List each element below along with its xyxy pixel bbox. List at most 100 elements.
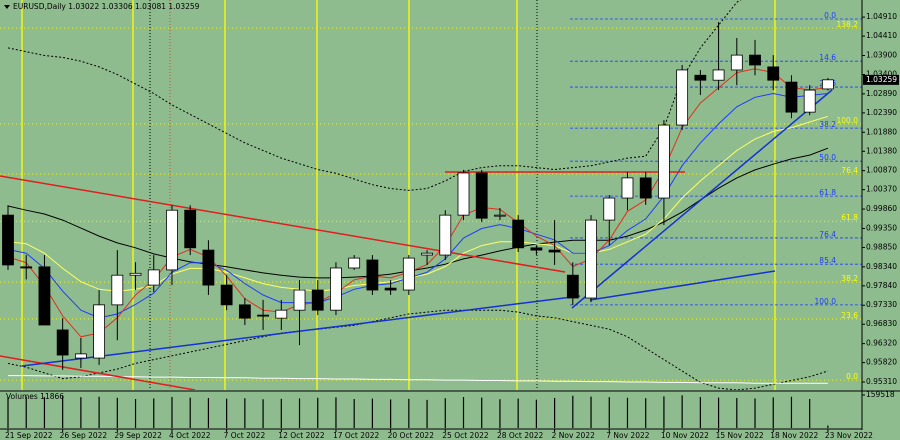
y-tick-label: 0.98340 [866, 262, 897, 271]
candle-body [712, 69, 725, 81]
indicator-line [7, 147, 829, 279]
x-tick-label: 4 Oct 2022 [169, 431, 211, 440]
candle-body [384, 287, 397, 291]
candle-body [311, 289, 324, 311]
candle-body [621, 177, 634, 199]
candle-body [749, 54, 761, 66]
candle-body [694, 74, 707, 81]
fib-label: 61.8 [819, 188, 836, 197]
trend-line [0, 175, 566, 273]
candle-body [129, 272, 142, 276]
candle-body [767, 66, 780, 81]
y-tick-label: 0.97840 [866, 281, 897, 290]
candle-body [402, 257, 415, 291]
trend-line [571, 89, 833, 309]
candle-body [20, 266, 33, 269]
fib-label: 23.6 [841, 311, 858, 320]
y-tick-label: 1.00870 [866, 166, 897, 175]
fib-label: 61.8 [841, 213, 858, 222]
y-tick-label: 1.03400 [866, 70, 897, 79]
candle-body [439, 214, 452, 256]
candle-body [74, 353, 87, 359]
y-tick-label: 0.96830 [866, 319, 897, 328]
candle-body [147, 269, 160, 286]
candle-body [457, 172, 470, 216]
x-tick-label: 7 Nov 2022 [606, 431, 649, 440]
y-tick-label: 0.98850 [866, 242, 897, 251]
candle-body [475, 172, 488, 219]
y-tick-label: 0.97330 [866, 300, 897, 309]
fib-label: 76.4 [819, 230, 836, 239]
candle-body [111, 274, 124, 306]
fib-label: 0.0 [824, 11, 836, 20]
fib-label: 14.6 [819, 53, 836, 62]
trend-line [21, 295, 581, 367]
candle-body [730, 54, 743, 71]
y-tick-label: 1.02890 [866, 89, 897, 98]
y-tick-label: 1.04910 [866, 12, 897, 21]
last-price-box [863, 74, 899, 85]
volume-tick-label: 159518 [866, 390, 895, 399]
fib-label: 38.2 [819, 120, 836, 129]
fib-label: 100.0 [815, 297, 837, 306]
y-tick-label: 1.02390 [866, 108, 897, 117]
candle-body [348, 257, 361, 269]
volume-panel: 159518 [7, 390, 895, 428]
fib-label: 100.0 [837, 116, 859, 125]
candle-body [494, 214, 506, 217]
y-tick-label: 0.95310 [866, 377, 897, 386]
fib-label: 38.2 [841, 274, 858, 283]
candle-body [184, 209, 197, 249]
indicator-line [7, 309, 829, 390]
candle-body [803, 89, 816, 113]
candle-body [676, 69, 689, 126]
candle-body [202, 249, 215, 286]
fib-label: 138.2 [837, 20, 859, 29]
y-tick-label: 1.00370 [866, 185, 897, 194]
menu-icon [4, 5, 10, 9]
y-tick-label: 0.99350 [866, 223, 897, 232]
y-tick-label: 0.99860 [866, 204, 897, 213]
volume-title: Volumes 11866 [6, 392, 64, 401]
y-tick-label: 1.01880 [866, 127, 897, 136]
candle-body [257, 314, 269, 317]
indicator-line [8, 375, 828, 384]
fib-label: 85.4 [819, 256, 836, 265]
candle-body [220, 284, 233, 306]
candle-body [421, 252, 433, 256]
y-tick-label: 0.96320 [866, 339, 897, 348]
last-price-label: 1.03259 [866, 75, 897, 84]
indicator-line [7, 92, 828, 319]
x-tick-label: 10 Nov 2022 [661, 431, 709, 440]
candle-body [785, 81, 798, 113]
y-tick-label: 1.04410 [866, 31, 897, 40]
x-tick-label: 7 Oct 2022 [224, 431, 266, 440]
indicator-layer [7, 0, 829, 390]
candles [2, 22, 834, 370]
indicator-line [7, 68, 828, 338]
candle-body [548, 249, 561, 253]
trend-line [589, 270, 776, 301]
trend-line [0, 355, 196, 390]
candle-body [330, 267, 342, 311]
candle-body [366, 259, 379, 291]
y-tick-label: 1.01380 [866, 146, 897, 155]
candle-body [166, 209, 178, 271]
candle-body [566, 274, 579, 299]
x-tick-label: 25 Oct 2022 [442, 431, 489, 440]
x-tick-label: 26 Sep 2022 [60, 431, 108, 440]
candle-body [275, 309, 288, 319]
fib-label: 50.0 [819, 153, 836, 162]
x-tick-label: 20 Oct 2022 [388, 431, 435, 440]
candle-body [38, 266, 51, 326]
candle-body [822, 79, 834, 90]
candle-body [639, 177, 652, 199]
x-tick-label: 21 Sep 2022 [5, 431, 53, 440]
candle-body [603, 197, 616, 221]
candle-body [2, 214, 14, 266]
x-tick-label: 15 Nov 2022 [716, 431, 764, 440]
candle-body [93, 304, 105, 359]
